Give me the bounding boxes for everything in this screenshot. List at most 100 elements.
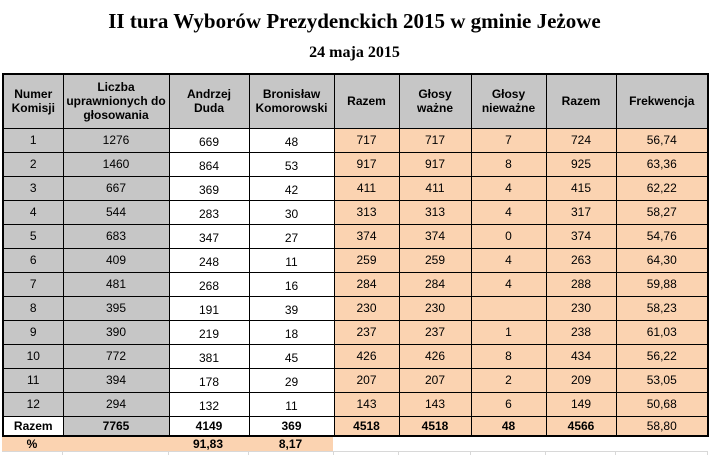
data-cell: 259 bbox=[398, 247, 472, 273]
data-cell: 4 bbox=[2, 199, 64, 225]
data-cell: 1460 bbox=[62, 151, 170, 177]
data-cell: 230 bbox=[333, 295, 400, 321]
gridline-cell bbox=[248, 451, 334, 455]
table-row: 4 544 283 30 313 313 4 317 58,27 bbox=[2, 199, 709, 225]
data-cell: 283 bbox=[168, 199, 250, 225]
data-cell: 772 bbox=[62, 343, 170, 369]
total-cell: 4566 bbox=[545, 415, 617, 437]
table-row: 10 772 381 45 426 426 8 434 56,22 bbox=[2, 343, 709, 369]
results-table: Numer Komisji Liczba uprawnionych do głos… bbox=[2, 73, 709, 437]
data-cell: 369 bbox=[168, 175, 250, 201]
header-cell: Głosy ważne bbox=[398, 73, 472, 129]
data-cell: 864 bbox=[168, 151, 250, 177]
percent-cell: % bbox=[2, 437, 62, 452]
data-cell: 59,88 bbox=[615, 271, 709, 297]
data-cell: 238 bbox=[545, 319, 617, 345]
data-cell: 209 bbox=[545, 367, 617, 393]
data-cell: 53,05 bbox=[615, 367, 709, 393]
data-cell: 39 bbox=[248, 295, 335, 321]
percent-cell bbox=[545, 437, 615, 452]
percent-cell bbox=[398, 437, 470, 452]
total-cell: 4518 bbox=[333, 415, 400, 437]
data-cell: 669 bbox=[168, 127, 250, 153]
data-cell: 8 bbox=[470, 343, 547, 369]
table-row: 12 294 132 11 143 143 6 149 50,68 bbox=[2, 391, 709, 417]
data-cell: 288 bbox=[545, 271, 617, 297]
page-subtitle: 24 maja 2015 bbox=[309, 44, 400, 61]
data-cell: 62,22 bbox=[615, 175, 709, 201]
data-cell: 1276 bbox=[62, 127, 170, 153]
data-cell: 409 bbox=[62, 247, 170, 273]
data-cell: 683 bbox=[62, 223, 170, 249]
percent-cell: 8,17 bbox=[248, 437, 333, 452]
data-cell: 143 bbox=[398, 391, 472, 417]
data-cell: 48 bbox=[248, 127, 335, 153]
data-cell: 191 bbox=[168, 295, 250, 321]
data-cell: 207 bbox=[333, 367, 400, 393]
table-body: 1 1276 669 48 717 717 7 724 56,74 2 1460 864 53 917 91… bbox=[2, 127, 709, 437]
header-cell: Numer Komisji bbox=[2, 73, 64, 129]
data-cell: 248 bbox=[168, 247, 250, 273]
data-cell: 58,23 bbox=[615, 295, 709, 321]
header-row: Numer Komisji Liczba uprawnionych do głos… bbox=[2, 73, 709, 129]
header-cell: Andrzej Duda bbox=[168, 73, 250, 129]
data-cell: 3 bbox=[2, 175, 64, 201]
data-cell: 42 bbox=[248, 175, 335, 201]
gridline-cell bbox=[168, 451, 249, 455]
data-cell: 667 bbox=[62, 175, 170, 201]
data-cell: 411 bbox=[333, 175, 400, 201]
data-cell: 54,76 bbox=[615, 223, 709, 249]
data-cell: 374 bbox=[398, 223, 472, 249]
data-cell: 415 bbox=[545, 175, 617, 201]
total-row: Razem 7765 4149 369 4518 4518 48 4566 58,80 bbox=[2, 415, 709, 437]
table-row: 3 667 369 42 411 411 4 415 62,22 bbox=[2, 175, 709, 201]
data-cell: 230 bbox=[545, 295, 617, 321]
data-cell: 63,36 bbox=[615, 151, 709, 177]
data-cell: 2 bbox=[2, 151, 64, 177]
data-cell: 18 bbox=[248, 319, 335, 345]
data-cell: 219 bbox=[168, 319, 250, 345]
total-cell: Razem bbox=[2, 415, 64, 437]
data-cell: 64,30 bbox=[615, 247, 709, 273]
data-cell: 11 bbox=[2, 367, 64, 393]
data-cell: 1 bbox=[2, 127, 64, 153]
table-row: 8 395 191 39 230 230 230 58,23 bbox=[2, 295, 709, 321]
data-cell: 1 bbox=[470, 319, 547, 345]
data-cell: 259 bbox=[333, 247, 400, 273]
data-cell: 395 bbox=[62, 295, 170, 321]
header-cell: Razem bbox=[333, 73, 400, 129]
data-cell: 426 bbox=[333, 343, 400, 369]
data-cell: 381 bbox=[168, 343, 250, 369]
data-cell: 263 bbox=[545, 247, 617, 273]
data-cell: 56,22 bbox=[615, 343, 709, 369]
data-cell: 717 bbox=[398, 127, 472, 153]
data-cell: 374 bbox=[545, 223, 617, 249]
data-cell: 16 bbox=[248, 271, 335, 297]
header-cell: Frekwencja bbox=[615, 73, 709, 129]
data-cell: 132 bbox=[168, 391, 250, 417]
data-cell: 544 bbox=[62, 199, 170, 225]
total-cell: 48 bbox=[470, 415, 547, 437]
data-cell: 6 bbox=[2, 247, 64, 273]
data-cell: 143 bbox=[333, 391, 400, 417]
page-title: II tura Wyborów Prezydenckich 2015 w gmi… bbox=[108, 9, 601, 33]
gridline-cell bbox=[333, 451, 399, 455]
gridline-cell bbox=[470, 451, 546, 455]
total-cell: 4518 bbox=[398, 415, 472, 437]
gridline-cell bbox=[2, 451, 63, 455]
data-cell: 178 bbox=[168, 367, 250, 393]
data-cell: 394 bbox=[62, 367, 170, 393]
total-cell: 369 bbox=[248, 415, 335, 437]
header-cell: Liczba uprawnionych do głosowania bbox=[62, 73, 170, 129]
data-cell: 8 bbox=[470, 151, 547, 177]
gridline-cell bbox=[545, 451, 616, 455]
data-cell: 717 bbox=[333, 127, 400, 153]
total-cell: 4149 bbox=[168, 415, 250, 437]
gridline-cell bbox=[398, 451, 471, 455]
data-cell: 230 bbox=[398, 295, 472, 321]
table-row: 11 394 178 29 207 207 2 209 53,05 bbox=[2, 367, 709, 393]
data-cell: 4 bbox=[470, 175, 547, 201]
gridline-cell bbox=[615, 451, 708, 455]
data-cell: 29 bbox=[248, 367, 335, 393]
